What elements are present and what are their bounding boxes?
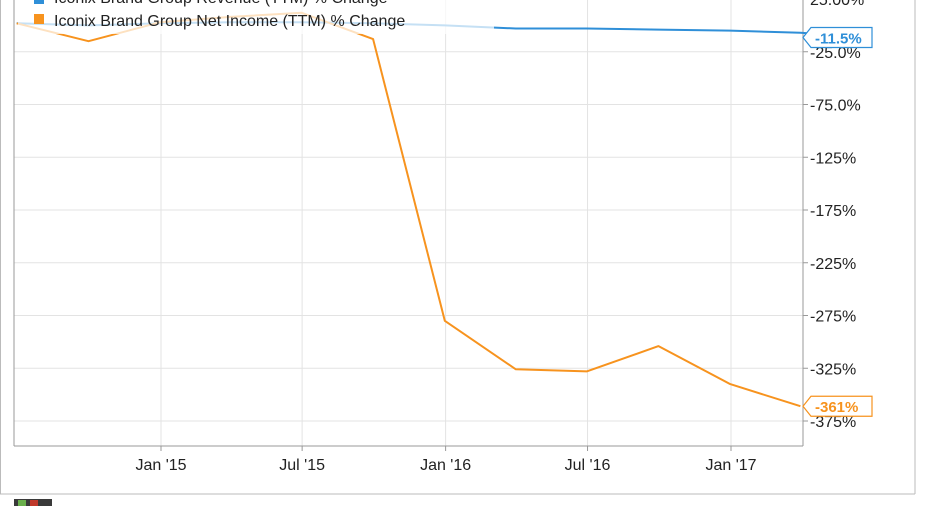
end-labels: -11.5% -361% — [802, 26, 873, 417]
x-tick-label: Jan '15 — [135, 457, 186, 474]
x-tick-label: Jul '16 — [565, 457, 611, 474]
end-label-text: -361% — [815, 399, 858, 416]
x-axis-ticks: Jan '15 Jul '15 Jan '16 Jul '16 Jan '17 — [135, 457, 756, 474]
x-tick-label: Jan '16 — [420, 457, 471, 474]
end-label-box — [802, 395, 873, 417]
legend-swatch-revenue — [34, 0, 44, 4]
ycharts-logo — [14, 499, 52, 506]
y-tick-label: 25.00% — [810, 0, 864, 9]
y-axis-ticks: 25.00% -25.0% -75.0% -125% -175% -225% -275% -3… — [810, 0, 864, 431]
y-tick-label: -75.0% — [810, 98, 861, 115]
end-label-box — [802, 26, 873, 49]
logo-accent — [18, 500, 26, 506]
legend-swatch-net-income — [34, 14, 44, 24]
legend-label-revenue: Iconix Brand Group Revenue (TTM) % Chang… — [54, 0, 388, 7]
legend-label-net-income: Iconix Brand Group Net Income (TTM) % Ch… — [54, 13, 405, 30]
x-tick-label: Jan '17 — [705, 457, 756, 474]
y-tick-label: -275% — [810, 309, 856, 326]
legend: Iconix Brand Group Revenue (TTM) % Chang… — [18, 0, 494, 34]
y-tick-label: -175% — [810, 203, 856, 220]
end-label-1: -361% — [802, 395, 873, 417]
legend-box — [18, 0, 494, 34]
y-tick-label: -225% — [810, 256, 856, 273]
x-tick-label: Jul '15 — [279, 457, 325, 474]
end-label-text: -11.5% — [815, 31, 862, 48]
logo-accent — [30, 500, 38, 506]
grid — [14, 0, 803, 446]
end-label-0: -11.5% — [802, 26, 873, 49]
y-tick-label: -25.0% — [810, 45, 861, 62]
y-tick-label: -125% — [810, 150, 856, 167]
axes — [0, 0, 916, 495]
y-tick-label: -325% — [810, 361, 856, 378]
y-tick-label: -375% — [810, 414, 856, 431]
